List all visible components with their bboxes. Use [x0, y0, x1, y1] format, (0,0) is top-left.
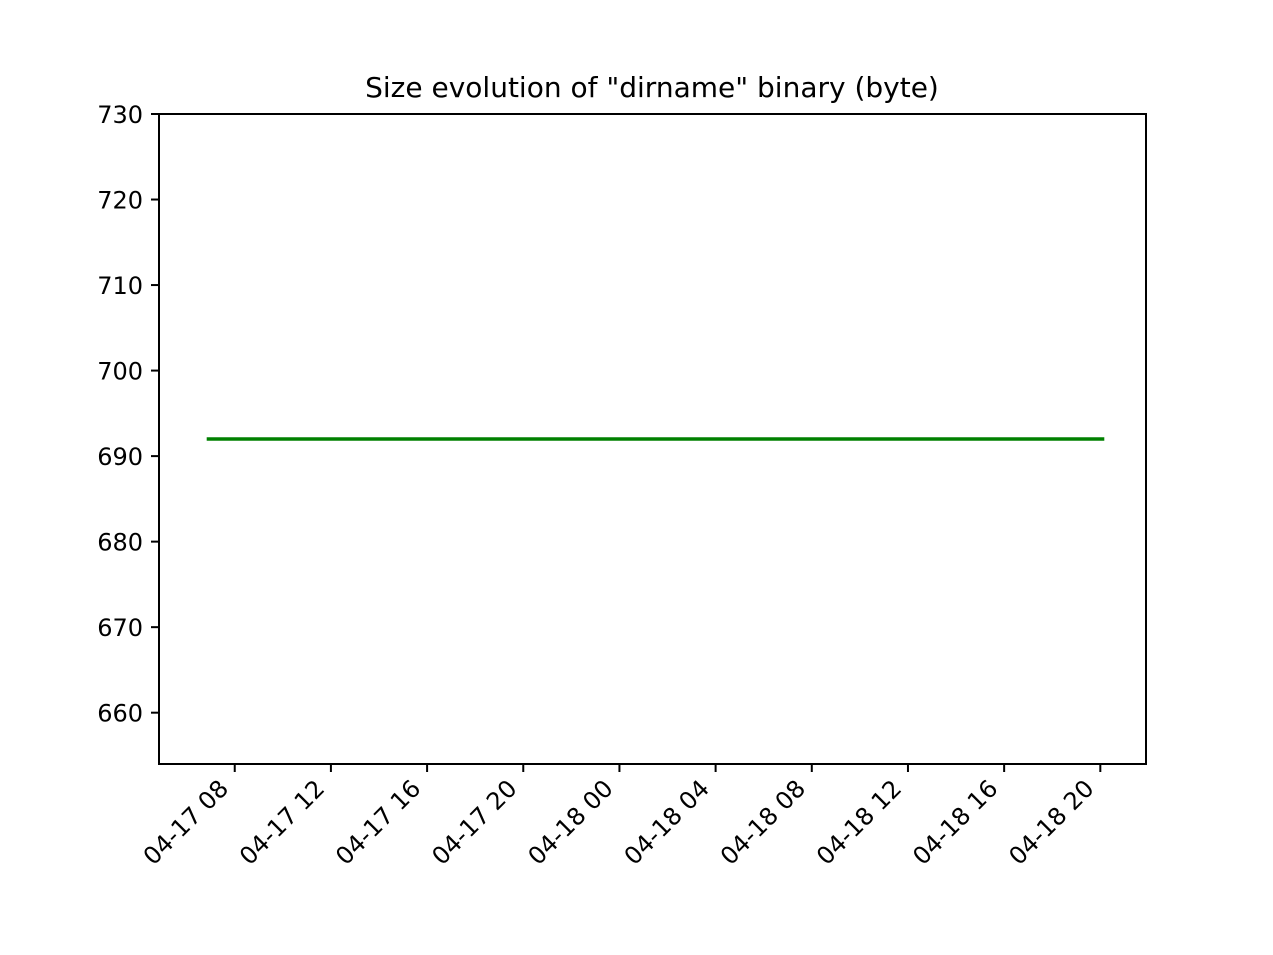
- y-tick-label: 690: [97, 443, 143, 471]
- x-tick-label: 04-18 08: [715, 774, 811, 870]
- y-tick-label: 670: [97, 614, 143, 642]
- y-axis: 660 670 680 690 700 710 720 730: [97, 101, 159, 728]
- x-tick-label: 04-17 20: [426, 774, 522, 870]
- x-tick-label: 04-18 20: [1003, 774, 1099, 870]
- x-tick-label: 04-18 00: [523, 774, 619, 870]
- axes-frame: [158, 113, 1147, 765]
- chart-title: Size evolution of "dirname" binary (byte…: [365, 71, 939, 104]
- y-tick-label: 700: [97, 358, 143, 386]
- y-tick-label: 680: [97, 529, 143, 557]
- x-axis: 04-17 08 04-17 12 04-17 16 04-17 20 04-18 00…: [138, 764, 1102, 871]
- y-tick-label: 710: [97, 272, 143, 300]
- x-tick-label: 04-17 12: [234, 774, 330, 870]
- y-tick-label: 720: [97, 187, 143, 215]
- y-tick-label: 660: [97, 700, 143, 728]
- x-tick-label: 04-18 16: [907, 774, 1003, 870]
- y-tick-label: 730: [97, 101, 143, 129]
- x-tick-label: 04-18 04: [619, 774, 715, 870]
- x-tick-label: 04-17 08: [138, 774, 234, 870]
- x-tick-label: 04-17 16: [330, 774, 426, 870]
- x-tick-label: 04-18 12: [811, 774, 907, 870]
